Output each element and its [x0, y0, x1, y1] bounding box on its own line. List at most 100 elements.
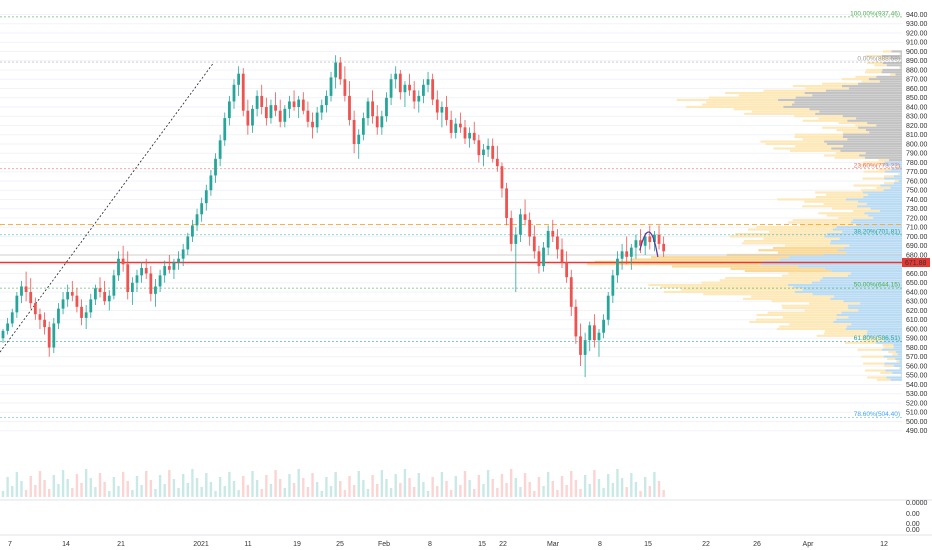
volume-bar: [191, 469, 194, 497]
candle-body: [449, 119, 453, 133]
volume-bar: [560, 476, 564, 497]
volume-bar: [611, 483, 615, 497]
volume-profile-bar: [794, 133, 844, 136]
volume-profile-bar: [838, 122, 868, 125]
candle-body: [10, 312, 14, 324]
candle-body: [528, 219, 532, 237]
candle-body: [103, 292, 107, 302]
volume-profile-bar: [793, 286, 902, 289]
volume-profile-bar: [742, 242, 831, 245]
candle-body: [241, 73, 245, 111]
volume-profile-bar: [863, 362, 885, 365]
volume-bar: [616, 469, 619, 497]
volume-profile-bar: [841, 78, 869, 81]
volume-profile-bar: [881, 71, 902, 74]
volume-profile-bar: [900, 367, 902, 370]
candle-body: [445, 107, 448, 120]
y-tick-label: 500.00: [906, 419, 928, 426]
volume-bar: [112, 477, 116, 497]
volume-profile-bar: [794, 101, 902, 104]
volume-profile-bar: [847, 274, 902, 277]
candle-body: [47, 327, 51, 348]
volume-profile-bar: [783, 105, 902, 108]
volume-bar: [94, 487, 97, 497]
volume-profile-bar: [792, 219, 853, 222]
y-tick-label: 740.00: [906, 197, 928, 204]
volume-bar: [145, 471, 148, 497]
volume-bar: [89, 478, 92, 497]
volume-profile-bar: [881, 54, 902, 58]
volume-profile-bar: [725, 91, 805, 95]
volume-profile-bar: [853, 184, 881, 187]
candle-body: [251, 108, 254, 126]
volume-profile-bar: [822, 82, 859, 85]
volume-bar: [242, 476, 245, 497]
volume-bar: [588, 484, 591, 497]
volume-bar: [149, 480, 153, 497]
volume-profile-bar: [861, 337, 884, 340]
y-tick-label: 860.00: [906, 86, 928, 93]
volume-bar: [265, 475, 268, 497]
volume-bar: [593, 470, 596, 497]
volume-bar: [205, 473, 208, 497]
candle-body: [657, 234, 661, 244]
volume-profile-bar: [802, 205, 858, 208]
candle-body: [546, 230, 550, 248]
volume-profile-bar: [756, 226, 837, 229]
volume-profile-bar: [782, 307, 849, 310]
y-tick-label: 820.00: [906, 123, 928, 130]
volume-profile-bar: [870, 207, 902, 210]
candle-body: [440, 107, 444, 113]
volume-profile-bar: [893, 175, 902, 178]
y-tick-label: 700.00: [906, 234, 928, 241]
candle-body: [648, 236, 652, 243]
volume-profile-bar: [830, 239, 902, 243]
volume-profile-bar: [826, 233, 902, 236]
volume-profile-bar: [856, 117, 902, 120]
volume-profile-bar: [891, 50, 902, 53]
y-tick-label: 580.00: [906, 345, 928, 352]
volume-profile-bar: [802, 138, 848, 141]
volume-profile-bar: [788, 221, 851, 224]
volume-profile-bar: [791, 103, 902, 106]
candle-body: [237, 73, 241, 85]
volume-profile-bar: [862, 161, 885, 164]
volume-bar: [1, 491, 5, 497]
y-tick-label: 790.00: [906, 151, 928, 158]
volume-profile-bar: [744, 112, 816, 115]
volume-profile-bar: [819, 110, 902, 113]
volume-bar: [158, 475, 162, 497]
volume-profile-bar: [842, 230, 902, 233]
volume-profile-bar: [868, 78, 902, 81]
volume-profile-bar: [869, 131, 902, 134]
volume-profile-bar: [867, 122, 902, 125]
volume-profile-bar: [769, 230, 843, 233]
candle-body: [620, 251, 624, 259]
candle-body: [639, 240, 642, 246]
y-tick-label: 890.00: [906, 58, 928, 65]
candle-body: [29, 292, 33, 304]
y-tick-label: 840.00: [906, 104, 928, 111]
x-tick-label: 7: [8, 541, 12, 548]
candle-body: [597, 332, 601, 341]
y-tick-label: 710.00: [906, 225, 928, 232]
volume-profile-bar: [864, 156, 902, 159]
volume-profile-bar: [867, 376, 887, 379]
volume-profile-bar: [878, 159, 890, 162]
volume-profile-bar: [833, 320, 902, 324]
candle-body: [468, 132, 472, 139]
volume-profile-bar: [733, 108, 810, 111]
volume-bar: [473, 489, 476, 497]
volume-profile-bar: [776, 327, 846, 330]
candle-body: [329, 77, 333, 96]
volume-profile-bar: [858, 309, 902, 312]
volume-bar: [52, 475, 56, 497]
volume-profile-bar: [880, 371, 893, 374]
volume-profile-bar: [892, 353, 898, 356]
candle-body: [24, 286, 28, 292]
volume-bar: [366, 489, 370, 497]
volume-profile-bar: [825, 89, 902, 92]
volume-profile-bar: [729, 235, 825, 238]
volume-bar: [486, 470, 490, 497]
